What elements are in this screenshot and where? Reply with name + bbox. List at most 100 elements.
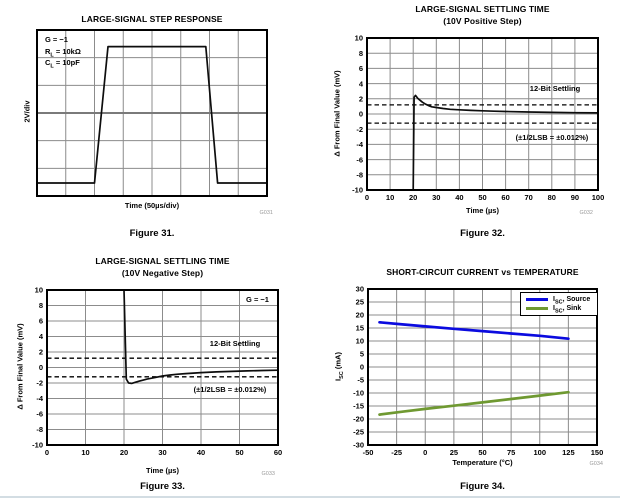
plot-area: 0 10 20 30 40 50 60 -10 -8 -6 -4 -2 0 2 4 6 8 10 xyxy=(32,286,282,457)
plot-area xyxy=(36,29,268,197)
x-axis-label: Time (µs) xyxy=(146,466,179,475)
annotation-12bit-settling: 12-Bit Settling xyxy=(529,84,581,93)
chart-subtitle: (10V Positive Step) xyxy=(443,16,522,26)
svg-text:25: 25 xyxy=(450,448,458,457)
plot-area: -50 -25 0 25 50 75 100 125 150-30-25-20-15-10-50… xyxy=(353,285,604,457)
condition-load-capacitance: CL = 10pF xyxy=(45,58,80,70)
svg-text:150: 150 xyxy=(591,448,604,457)
svg-text:-10: -10 xyxy=(352,186,363,195)
svg-text:20: 20 xyxy=(409,193,417,202)
y-axis-label: 2V/div xyxy=(22,100,32,123)
figure-33: LARGE-SIGNAL SETTLING TIME (10V Negative… xyxy=(0,250,310,500)
test-conditions: G = −1 RL = 10kΩ CL = 10pF xyxy=(45,34,81,69)
svg-text:2: 2 xyxy=(39,348,43,357)
figure-code: G031 xyxy=(259,210,273,216)
svg-text:80: 80 xyxy=(548,193,556,202)
svg-text:100: 100 xyxy=(592,193,605,202)
svg-text:-6: -6 xyxy=(356,155,363,164)
svg-text:0: 0 xyxy=(365,193,369,202)
figure-caption: Figure 31. xyxy=(129,228,175,239)
svg-text:-50: -50 xyxy=(363,448,374,457)
annotation-gain: G = −1 xyxy=(246,295,269,304)
legend-line-source-icon xyxy=(526,298,548,301)
svg-text:10: 10 xyxy=(355,34,363,43)
figure-32: LARGE-SIGNAL SETTLING TIME (10V Positive… xyxy=(310,0,620,250)
legend-label-sink: ISC, Sink xyxy=(553,305,582,315)
svg-text:-2: -2 xyxy=(356,125,363,134)
svg-text:50: 50 xyxy=(478,193,486,202)
chart-title: LARGE-SIGNAL SETTLING TIME xyxy=(415,4,550,14)
annotation-lsb: (±1/2LSB = ±0.012%) xyxy=(515,133,589,142)
chart-title: LARGE-SIGNAL SETTLING TIME xyxy=(95,256,230,266)
svg-text:0: 0 xyxy=(423,448,427,457)
svg-text:-10: -10 xyxy=(32,441,43,450)
chart-title: SHORT-CIRCUIT CURRENT vs TEMPERATURE xyxy=(386,267,579,277)
svg-text:50: 50 xyxy=(235,448,243,457)
svg-text:0: 0 xyxy=(39,363,43,372)
svg-text:2: 2 xyxy=(359,95,363,104)
x-axis-label: Time (µs) xyxy=(466,206,499,215)
annotation-12bit-settling: 12-Bit Settling xyxy=(209,339,261,348)
svg-text:-4: -4 xyxy=(356,140,363,149)
svg-text:50: 50 xyxy=(478,448,486,457)
svg-text:40: 40 xyxy=(455,193,463,202)
svg-text:-30: -30 xyxy=(353,441,364,450)
page-edge-line xyxy=(0,496,620,498)
svg-text:20: 20 xyxy=(356,311,364,320)
svg-text:4: 4 xyxy=(359,79,364,88)
figure-code: G033 xyxy=(261,471,275,477)
condition-gain: G = −1 xyxy=(45,35,68,44)
x-axis-label: Time (50µs/div) xyxy=(124,201,180,210)
svg-text:70: 70 xyxy=(525,193,533,202)
legend-line-sink-icon xyxy=(526,307,548,310)
svg-text:-6: -6 xyxy=(36,410,43,419)
svg-text:8: 8 xyxy=(359,49,363,58)
figure-code: G032 xyxy=(579,210,593,216)
svg-text:-15: -15 xyxy=(353,402,364,411)
figure-34: SHORT-CIRCUIT CURRENT vs TEMPERATURE -50… xyxy=(310,250,620,500)
legend-item-source: ISC, Source xyxy=(526,296,592,306)
svg-text:5: 5 xyxy=(360,350,364,359)
svg-text:6: 6 xyxy=(359,64,363,73)
svg-text:-25: -25 xyxy=(353,428,364,437)
y-axis-label: Δ From Final Value (mV) xyxy=(15,323,25,410)
legend-label-source: ISC, Source xyxy=(553,296,591,306)
figure-caption: Figure 33. xyxy=(140,481,185,492)
figure-caption: Figure 32. xyxy=(460,228,505,239)
figure-31: LARGE-SIGNAL STEP RESPONSE G = −1 RL = 1… xyxy=(0,0,310,250)
plot-area: 0 10 20 30 40 50 60 70 80 90 100 -10 -8 -6 -4 -2 0 2 4 6 8 10 xyxy=(352,34,605,202)
svg-text:10: 10 xyxy=(35,286,43,295)
svg-text:90: 90 xyxy=(571,193,579,202)
svg-text:30: 30 xyxy=(356,285,364,294)
condition-load-resistance: RL = 10kΩ xyxy=(45,46,81,58)
svg-text:10: 10 xyxy=(356,337,364,346)
svg-text:-5: -5 xyxy=(357,376,364,385)
svg-text:-8: -8 xyxy=(36,425,43,434)
svg-text:4: 4 xyxy=(39,332,44,341)
svg-text:0: 0 xyxy=(359,110,363,119)
svg-text:10: 10 xyxy=(81,448,89,457)
svg-text:60: 60 xyxy=(501,193,509,202)
y-axis-label: ISC (mA) xyxy=(333,352,346,381)
svg-text:30: 30 xyxy=(432,193,440,202)
svg-text:8: 8 xyxy=(39,301,43,310)
figure-code: G034 xyxy=(589,461,603,467)
svg-text:125: 125 xyxy=(562,448,575,457)
svg-text:-25: -25 xyxy=(391,448,402,457)
annotation-lsb: (±1/2LSB = ±0.012%) xyxy=(193,385,267,394)
svg-text:20: 20 xyxy=(120,448,128,457)
svg-text:30: 30 xyxy=(158,448,166,457)
svg-text:-8: -8 xyxy=(356,171,363,180)
svg-text:60: 60 xyxy=(274,448,282,457)
svg-text:-4: -4 xyxy=(36,394,43,403)
svg-text:100: 100 xyxy=(533,448,546,457)
legend-item-sink: ISC, Sink xyxy=(526,305,592,315)
chart-subtitle: (10V Negative Step) xyxy=(121,268,204,278)
svg-text:40: 40 xyxy=(197,448,205,457)
chart-title: LARGE-SIGNAL STEP RESPONSE xyxy=(81,14,223,24)
x-axis-label: Temperature (°C) xyxy=(452,458,513,467)
svg-text:6: 6 xyxy=(39,317,43,326)
svg-text:25: 25 xyxy=(356,298,364,307)
svg-text:-20: -20 xyxy=(353,415,364,424)
